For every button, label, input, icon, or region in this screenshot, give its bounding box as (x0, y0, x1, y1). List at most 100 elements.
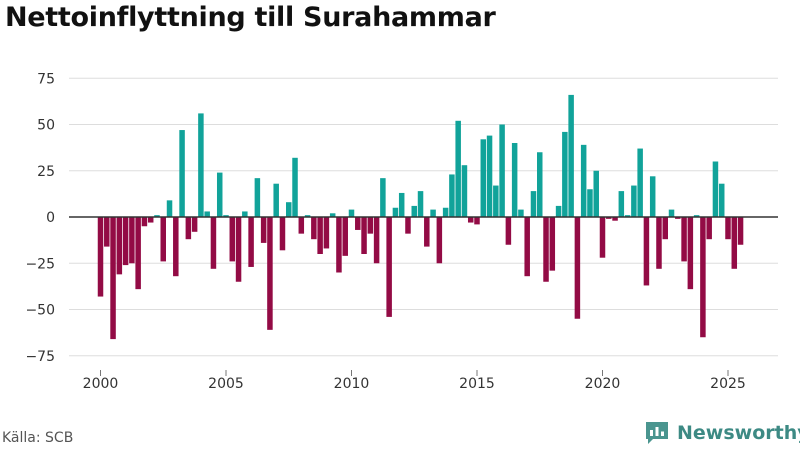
bar (129, 217, 135, 264)
bar (336, 217, 342, 273)
bar (204, 211, 210, 217)
bar (355, 217, 361, 230)
bar (198, 113, 204, 217)
bar (329, 213, 336, 217)
bar (311, 217, 317, 240)
y-tick-label: 25 (37, 164, 55, 180)
bar (292, 157, 298, 217)
y-tick-label: −50 (25, 303, 55, 319)
bar (681, 217, 687, 262)
bar (643, 217, 650, 286)
bar (373, 217, 380, 264)
bar (511, 143, 518, 217)
bar (618, 191, 625, 217)
bar (286, 202, 292, 217)
bar (486, 135, 493, 217)
bar (480, 139, 487, 217)
bar (405, 217, 411, 234)
bar (254, 178, 261, 217)
x-axis-tick-labels: 2000 2005 2010 2015 2020 2025 (83, 370, 746, 392)
bar (524, 217, 530, 277)
bar (141, 217, 148, 227)
bar (179, 130, 185, 217)
bar (173, 217, 179, 277)
bar (242, 211, 248, 217)
bar (649, 176, 656, 217)
bar (712, 161, 719, 217)
bar (273, 183, 279, 217)
y-axis-tick-labels: 75 50 25 0 −25 −50 −75 (25, 71, 55, 365)
bar (386, 217, 392, 317)
bar (248, 217, 254, 267)
bar (549, 217, 556, 271)
bar (599, 217, 606, 258)
bar (342, 217, 348, 256)
bar (104, 217, 110, 247)
y-tick-label: 0 (46, 210, 55, 226)
bar (656, 217, 662, 269)
bar (417, 191, 424, 217)
y-tick-label: −25 (25, 256, 55, 272)
bar (580, 144, 587, 217)
bar (543, 217, 549, 282)
bar (700, 217, 706, 338)
bar (505, 217, 512, 245)
bar (185, 217, 192, 240)
bar (530, 191, 537, 217)
chart-title: Nettoinflyttning till Surahammar (5, 2, 496, 33)
bar (555, 205, 562, 217)
bar (348, 209, 355, 217)
bar (537, 152, 543, 217)
bar (725, 217, 731, 240)
bar (380, 178, 386, 217)
brand-name: Newsworthy (677, 422, 800, 444)
bar (235, 217, 242, 282)
bar (493, 185, 499, 217)
bar (706, 217, 712, 240)
bar (693, 215, 700, 217)
bar (398, 192, 405, 217)
gridlines (69, 77, 778, 357)
bar (361, 217, 367, 254)
bar (474, 217, 480, 225)
bar (574, 217, 581, 319)
bar (147, 217, 154, 223)
bar (160, 217, 166, 262)
y-tick-label: 50 (37, 118, 55, 134)
bar (210, 217, 217, 269)
bar (267, 217, 273, 330)
brand-logo[interactable]: Newsworthy (644, 420, 800, 446)
bar (260, 217, 267, 243)
bar (568, 94, 574, 217)
bar (223, 215, 229, 217)
bar (323, 217, 330, 249)
bar (687, 217, 694, 290)
bar (166, 200, 173, 217)
bar (668, 209, 675, 217)
bar (97, 217, 104, 297)
bar (631, 185, 637, 217)
bar (499, 124, 505, 217)
bar (154, 215, 160, 217)
x-tick-label: 2020 (585, 376, 621, 392)
y-tick-label: −75 (25, 349, 55, 365)
bar (216, 172, 223, 217)
bar (135, 217, 141, 290)
bar (731, 217, 738, 269)
bar (122, 217, 129, 266)
bar (461, 165, 468, 217)
bar (191, 217, 198, 232)
bar (424, 217, 430, 247)
bar (675, 217, 681, 219)
bar (562, 131, 568, 217)
bar (392, 207, 399, 217)
source-label: Källa: SCB (2, 430, 74, 446)
bar (624, 215, 631, 217)
x-tick-label: 2010 (334, 376, 370, 392)
bar (587, 189, 593, 217)
bar (606, 217, 612, 219)
bar (593, 170, 599, 217)
bar (430, 209, 436, 217)
bar (110, 217, 116, 340)
